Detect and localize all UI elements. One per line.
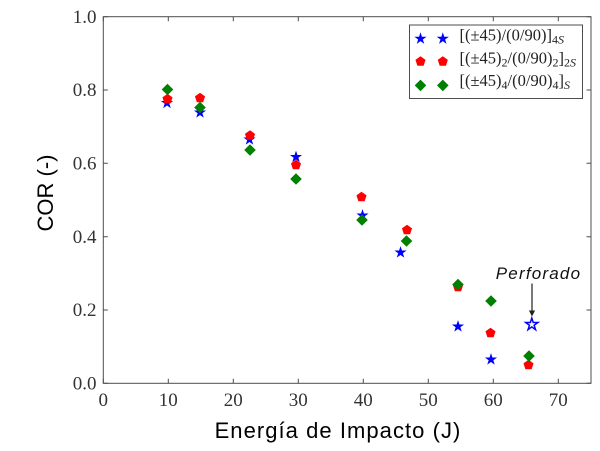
- svg-text:[(±45)/(0/90)]4S: [(±45)/(0/90)]4S: [460, 26, 564, 47]
- svg-text:COR (-): COR (-): [33, 155, 58, 232]
- svg-text:0.6: 0.6: [73, 154, 97, 175]
- svg-text:10: 10: [159, 390, 178, 411]
- svg-text:70: 70: [549, 390, 568, 411]
- svg-text:[(±45)4/(0/90)4]S: [(±45)4/(0/90)4]S: [460, 71, 570, 92]
- svg-text:0: 0: [99, 390, 109, 411]
- svg-text:0.4: 0.4: [73, 227, 97, 248]
- svg-text:Perforado: Perforado: [496, 264, 581, 283]
- svg-text:20: 20: [224, 390, 243, 411]
- svg-text:0.8: 0.8: [73, 80, 97, 101]
- svg-text:0.0: 0.0: [73, 374, 97, 395]
- svg-text:0.2: 0.2: [73, 300, 97, 321]
- svg-text:[(±45)2/(0/90)2]2S: [(±45)2/(0/90)2]2S: [460, 48, 576, 69]
- svg-text:60: 60: [484, 390, 503, 411]
- svg-text:50: 50: [419, 390, 438, 411]
- svg-text:30: 30: [289, 390, 308, 411]
- svg-text:1.0: 1.0: [73, 7, 97, 28]
- svg-text:40: 40: [354, 390, 373, 411]
- svg-text:Energía de Impacto (J): Energía de Impacto (J): [215, 418, 462, 443]
